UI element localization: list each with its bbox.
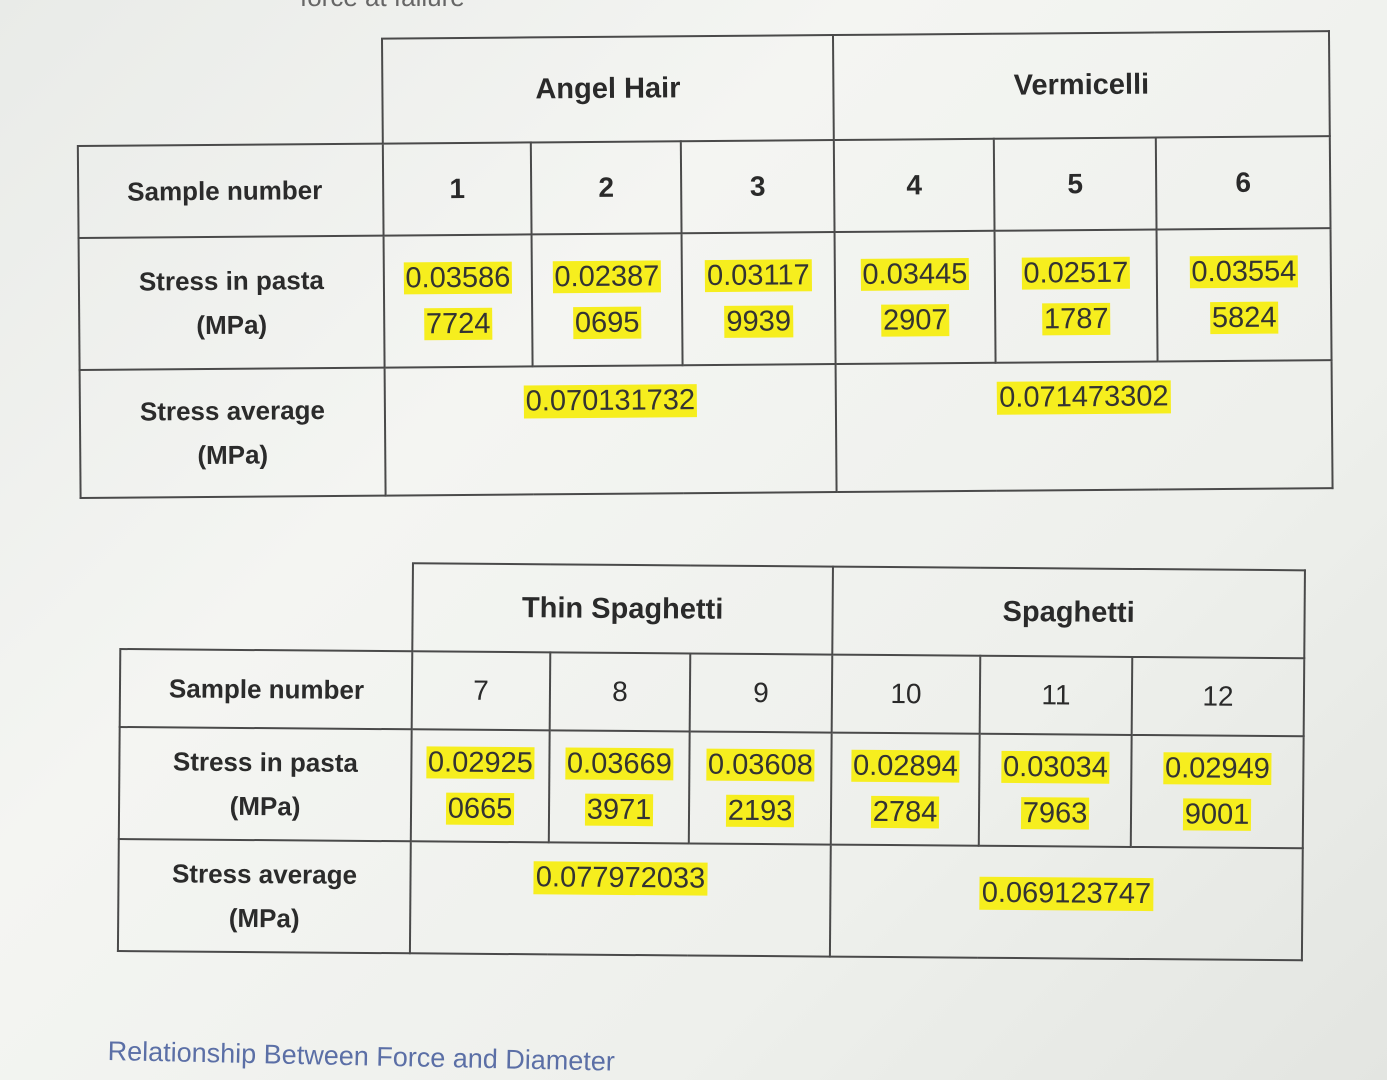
table2-average-spaghetti: 0.069123747	[829, 844, 1303, 961]
table2-stress-8: 0.03669 3971	[548, 730, 690, 844]
sample-number: 1	[449, 172, 466, 205]
table2-stress-11: 0.03034 7963	[978, 733, 1132, 847]
stress-value-part1: 0.03554	[1189, 255, 1299, 289]
table1-average-vermicelli: 0.071473302	[835, 360, 1333, 493]
table2-stress-7: 0.02925 0665	[410, 729, 550, 843]
table1-stress-1: 0.03586 7724	[383, 234, 533, 368]
table1-sample-label-cell: Sample number	[77, 143, 384, 238]
sample-number: 7	[473, 674, 489, 706]
table1-stress-5: 0.02517 1787	[994, 229, 1158, 363]
average-value: 0.070131732	[523, 384, 698, 419]
sample-number-label: Sample number	[168, 673, 365, 705]
table1-stress-3: 0.03117 9939	[681, 232, 836, 366]
stress-value-part2: 1787	[1041, 302, 1111, 336]
sample-number-label: Sample number	[127, 175, 323, 207]
table1-sample-1: 1	[382, 142, 532, 236]
table1-stress-2: 0.02387 0695	[531, 233, 683, 367]
table2-sample-8: 8	[549, 652, 691, 732]
table1-sample-2: 2	[530, 141, 682, 235]
table2-sample-7: 7	[411, 651, 551, 731]
average-label-line2: (MPa)	[197, 439, 269, 471]
group-label: Spaghetti	[1002, 595, 1135, 629]
table1-corner-cell	[77, 38, 383, 146]
cut-off-heading: force at failure	[300, 0, 465, 13]
average-value: 0.071473302	[997, 380, 1171, 415]
table1-sample-6: 6	[1155, 136, 1331, 230]
sample-number: 11	[1041, 679, 1071, 711]
average-value: 0.069123747	[979, 876, 1154, 912]
stress-label-line2: (MPa)	[229, 790, 301, 822]
sample-number: 2	[598, 171, 615, 203]
group-label: Angel Hair	[535, 72, 681, 106]
table2-sample-9: 9	[689, 653, 833, 733]
table2-group-header-spaghetti: Spaghetti	[832, 566, 1306, 659]
sample-number: 12	[1202, 680, 1234, 712]
average-value: 0.077972033	[533, 861, 708, 896]
table2-stress-9: 0.03608 2193	[688, 731, 832, 845]
table2-average-thin-spaghetti: 0.077972033	[409, 841, 831, 957]
stress-value-part1: 0.03586	[403, 261, 513, 295]
table2-sample-12: 12	[1131, 656, 1305, 737]
table1-group-header-angel-hair: Angel Hair	[381, 35, 834, 144]
stress-value-part2: 0665	[445, 792, 515, 826]
sample-number: 8	[612, 675, 628, 707]
stress-value-part2: 0695	[572, 306, 642, 340]
table2-average-label-cell: Stress average (MPa)	[117, 838, 411, 954]
table2-sample-label-cell: Sample number	[119, 649, 413, 730]
table2-sample-11: 11	[979, 655, 1133, 735]
stress-value-part2: 2907	[880, 304, 950, 337]
table2-sample-10: 10	[831, 654, 981, 734]
average-label-line2: (MPa)	[228, 902, 300, 934]
stress-value-part1: 0.03034	[1000, 750, 1110, 784]
sample-number: 5	[1067, 168, 1084, 200]
stress-table-2: Thin Spaghetti Spaghetti Sample number 7…	[117, 560, 1306, 961]
stress-value-part1: 0.03669	[564, 747, 674, 781]
table1-average-label-cell: Stress average (MPa)	[79, 367, 386, 498]
stress-value-part1: 0.02894	[850, 749, 960, 783]
table2-group-header-thin-spaghetti: Thin Spaghetti	[412, 563, 834, 655]
stress-value-part1: 0.02949	[1162, 752, 1272, 786]
stress-value-part2: 2193	[725, 794, 795, 828]
stress-label-line1: Stress in pasta	[172, 746, 359, 778]
stress-value-part2: 5824	[1209, 301, 1279, 335]
sample-number: 6	[1235, 166, 1252, 198]
stress-label-line2: (MPa)	[196, 309, 268, 341]
stress-value-part1: 0.02387	[552, 260, 662, 294]
stress-value-part1: 0.02517	[1021, 256, 1131, 290]
stress-value-part2: 3971	[584, 793, 654, 827]
stress-label-line1: Stress in pasta	[138, 265, 324, 297]
stress-value-part2: 7724	[423, 307, 493, 341]
table2-stress-10: 0.02894 2784	[830, 732, 980, 846]
table1-average-angel-hair: 0.070131732	[384, 364, 837, 496]
average-label-line1: Stress average	[171, 858, 358, 890]
section-heading-caption: Relationship Between Force and Diameter	[107, 1036, 616, 1077]
table1-stress-6: 0.03554 5824	[1156, 228, 1332, 362]
table1-stress-4: 0.03445 2907	[834, 230, 996, 365]
stress-value-part1: 0.03445	[860, 257, 970, 291]
table2-stress-label-cell: Stress in pasta (MPa)	[118, 727, 412, 842]
table1-sample-5: 5	[993, 137, 1157, 231]
table1-group-header-vermicelli: Vermicelli	[833, 31, 1330, 141]
stress-value-part2: 9939	[724, 305, 794, 338]
table1-stress-label-cell: Stress in pasta (MPa)	[78, 235, 385, 370]
stress-value-part1: 0.03608	[705, 748, 815, 782]
sample-number: 3	[749, 170, 766, 202]
group-label: Thin Spaghetti	[521, 591, 724, 626]
stress-value-part2: 7963	[1020, 797, 1090, 830]
table2-corner-cell	[120, 561, 413, 652]
sample-number: 4	[906, 169, 923, 201]
table1-sample-3: 3	[680, 140, 835, 234]
table1-sample-4: 4	[833, 138, 995, 233]
group-label: Vermicelli	[1013, 68, 1150, 102]
stress-table-1: Angel Hair Vermicelli Sample number 1 2 …	[76, 30, 1334, 499]
average-label-line1: Stress average	[139, 395, 326, 427]
sample-number: 10	[890, 678, 922, 710]
stress-value-part2: 2784	[870, 795, 940, 829]
stress-value-part1: 0.02925	[425, 746, 535, 780]
sample-number: 9	[753, 676, 769, 709]
stress-value-part1: 0.03117	[704, 259, 812, 293]
table2-stress-12: 0.02949 9001	[1130, 734, 1304, 849]
stress-value-part2: 9001	[1182, 798, 1252, 831]
